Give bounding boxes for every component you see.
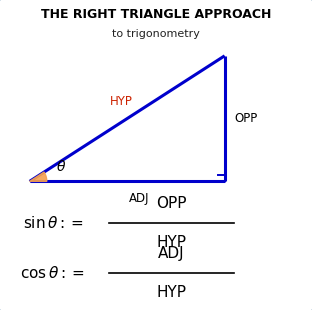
Text: OPP: OPP bbox=[234, 112, 257, 125]
Text: $\cos\theta :=$: $\cos\theta :=$ bbox=[20, 265, 84, 281]
Text: OPP: OPP bbox=[156, 197, 187, 211]
Text: $\sin\theta :=$: $\sin\theta :=$ bbox=[23, 215, 84, 231]
Text: HYP: HYP bbox=[157, 235, 187, 250]
Text: θ: θ bbox=[56, 160, 65, 174]
Text: HYP: HYP bbox=[110, 95, 133, 108]
Text: THE RIGHT TRIANGLE APPROACH: THE RIGHT TRIANGLE APPROACH bbox=[41, 8, 271, 21]
Text: ADJ: ADJ bbox=[158, 246, 185, 261]
Polygon shape bbox=[30, 172, 47, 181]
Text: ADJ: ADJ bbox=[129, 192, 150, 205]
Text: HYP: HYP bbox=[157, 285, 187, 299]
Text: to trigonometry: to trigonometry bbox=[112, 29, 200, 39]
